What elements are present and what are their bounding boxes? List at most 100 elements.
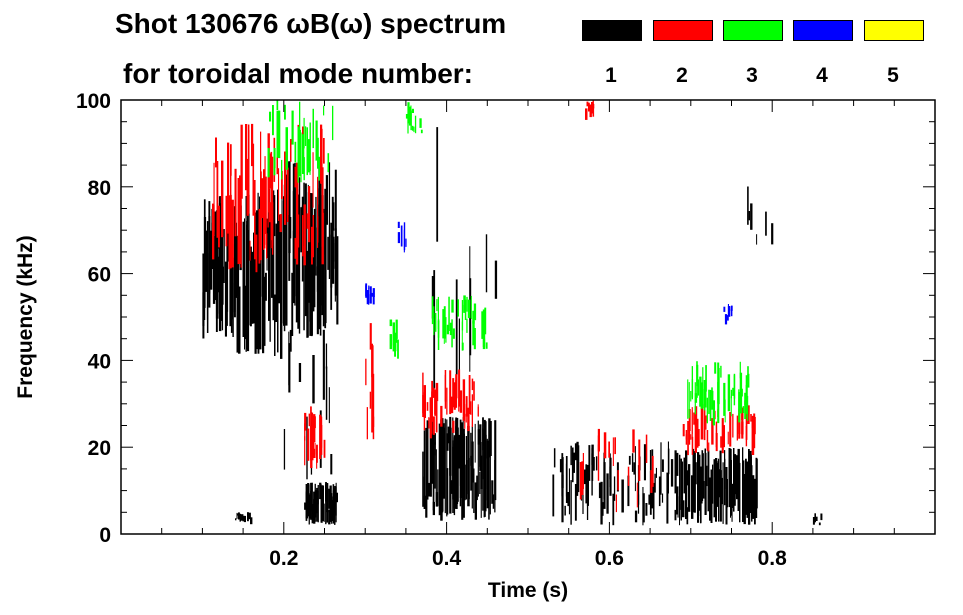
spectral-streak: [450, 396, 454, 414]
spectral-streak: [697, 429, 700, 447]
spectral-streak: [300, 207, 303, 253]
spectral-streak: [236, 512, 238, 519]
spectral-streak: [218, 205, 220, 248]
spectral-streak: [480, 455, 483, 490]
spectral-streak: [306, 213, 309, 229]
spectral-streak: [305, 126, 307, 146]
spectral-streak: [661, 493, 664, 503]
spectral-streak: [748, 458, 750, 481]
spectral-streak: [477, 406, 479, 417]
spectral-streak: [260, 171, 262, 261]
spectral-region-mode-4: [723, 304, 733, 325]
spectral-streak: [734, 454, 737, 495]
spectral-streak: [298, 177, 301, 334]
spectral-streak: [680, 458, 682, 521]
spectral-streak: [208, 216, 211, 308]
spectral-streak: [592, 457, 595, 471]
spectral-streak: [717, 381, 720, 424]
spectral-streak: [687, 379, 689, 419]
spectral-streak: [331, 499, 334, 522]
spectral-streak: [268, 189, 271, 321]
spectral-streak: [312, 108, 314, 149]
spectral-streak: [727, 479, 728, 508]
spectral-streak: [289, 217, 292, 239]
spectral-streak: [289, 329, 292, 352]
spectral-streak: [308, 147, 310, 173]
spectral-streak: [748, 505, 751, 525]
spectral-region-mode-3: [687, 361, 750, 426]
spectral-streak: [695, 462, 697, 485]
spectral-streak: [750, 414, 752, 422]
spectral-streak: [691, 481, 694, 519]
spectral-streak: [274, 195, 276, 237]
spectral-streak: [325, 175, 328, 225]
spectral-streak: [280, 245, 282, 337]
spectral-streak: [696, 364, 699, 387]
spectral-streak: [316, 445, 318, 469]
spectral-streak: [420, 129, 423, 134]
spectral-streak: [260, 131, 262, 174]
spectral-streak: [452, 417, 454, 489]
spectral-streak: [482, 428, 484, 451]
spectral-streak: [218, 224, 222, 332]
spectral-streak: [637, 465, 640, 505]
spectral-streak: [242, 221, 245, 337]
spectral-streak: [730, 448, 732, 509]
spectral-streak: [462, 379, 466, 421]
spectral-streak: [297, 214, 300, 248]
spectral-streak: [239, 513, 241, 522]
spectral-streak: [231, 199, 234, 268]
spectral-streak: [368, 285, 370, 289]
spectral-region-mode-1: [552, 441, 674, 526]
spectral-streak: [240, 193, 242, 268]
spectral-streak: [570, 480, 572, 525]
spectral-streak: [588, 445, 591, 481]
legend-label-mode-3: 3: [746, 64, 758, 87]
x-tick-label: 0.4: [432, 547, 462, 570]
spectral-streak: [601, 502, 604, 516]
legend-swatch-mode-2: [653, 20, 713, 41]
spectral-streak: [737, 448, 740, 511]
spectral-streak: [248, 130, 250, 214]
spectral-streak: [297, 126, 300, 151]
spectral-streak: [291, 272, 294, 336]
spectral-region-mode-4: [365, 283, 375, 305]
spectral-streak: [725, 467, 728, 525]
spectral-streak: [724, 399, 726, 423]
spectral-streak: [570, 445, 572, 466]
spectral-streak: [718, 368, 720, 405]
spectral-region-mode-3: [389, 319, 399, 359]
spectral-streak: [733, 373, 736, 399]
spectral-streak: [765, 211, 767, 236]
spectral-streak: [366, 290, 369, 305]
spectral-streak: [313, 208, 316, 308]
spectral-streak: [577, 445, 580, 493]
spectral-streak: [230, 154, 232, 205]
spectral-streak: [308, 413, 311, 427]
legend-label-mode-1: 1: [605, 64, 617, 87]
spectral-streak: [741, 421, 744, 435]
spectral-region-mode-2: [422, 369, 479, 439]
spectral-streak: [709, 389, 712, 421]
spectral-streak: [296, 180, 299, 265]
spectral-streak: [739, 462, 741, 523]
spectral-streak: [488, 418, 491, 458]
spectral-streak: [435, 382, 439, 402]
spectral-streak: [674, 509, 677, 521]
spectral-streak: [312, 258, 315, 312]
spectral-streak: [458, 369, 461, 407]
spectral-streak: [574, 443, 577, 461]
spectral-streak: [485, 234, 488, 293]
spectral-streak: [313, 448, 316, 458]
spectral-streak: [277, 189, 279, 274]
spectral-streak: [553, 448, 556, 468]
spectral-streak: [747, 395, 749, 421]
spectral-streak: [283, 429, 286, 470]
spectral-streak: [369, 391, 372, 409]
spectral-region-mode-1: [235, 512, 253, 525]
spectral-streak: [571, 447, 574, 483]
spectral-streak: [411, 108, 414, 113]
spectral-streak: [273, 148, 276, 169]
